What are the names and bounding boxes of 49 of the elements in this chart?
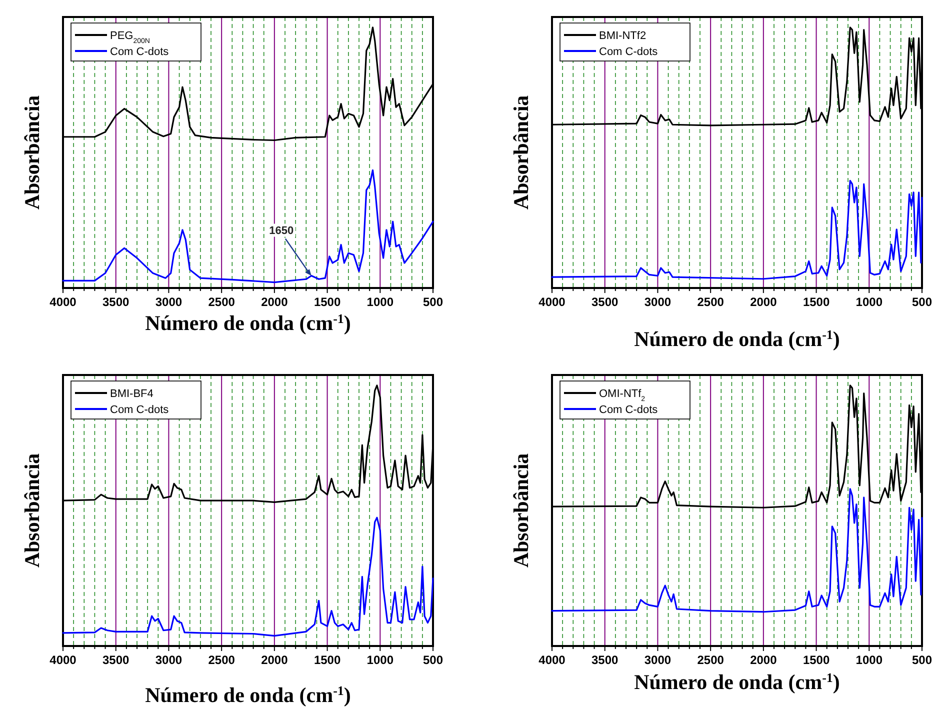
x-tick-label: 3500 <box>102 653 130 667</box>
x-tick-label: 4000 <box>50 653 77 667</box>
x-tick-label: 4000 <box>50 295 77 309</box>
x-tick-label: 3000 <box>644 295 672 309</box>
x-tick-label: 1500 <box>314 295 341 309</box>
x-axis-title: Número de onda (cm$^{-1}$) <box>145 682 351 707</box>
x-tick-label: 500 <box>422 295 444 309</box>
legend-label: Com C-dots <box>599 404 658 416</box>
y-axis-title: Absorbância <box>20 452 44 568</box>
x-tick-label: 3000 <box>155 653 182 667</box>
x-tick-label: 4000 <box>538 295 566 309</box>
x-tick-label: 1000 <box>366 295 394 309</box>
legend-label: PEG$_{200N}$ <box>110 30 150 44</box>
legend-label: BMI-BF4 <box>110 388 154 400</box>
y-axis-title: Absorbância <box>509 94 533 210</box>
x-tick-label: 2000 <box>750 653 778 667</box>
x-tick-label: 1000 <box>856 295 883 309</box>
x-tick-label: 3500 <box>592 653 619 667</box>
x-tick-label: 2500 <box>697 653 724 667</box>
x-tick-label: 3000 <box>155 295 182 309</box>
x-axis-title: Número de onda (cm$^{-1}$) <box>634 326 840 351</box>
y-axis-title: Absorbância <box>509 452 533 568</box>
x-tick-label: 3000 <box>644 653 672 667</box>
legend-label: Com C-dots <box>599 46 658 58</box>
y-axis-title: Absorbância <box>20 94 44 210</box>
legend-label: OMI-NTf$_{2}$ <box>599 388 646 402</box>
legend-label: Com C-dots <box>110 404 170 416</box>
x-tick-label: 3500 <box>592 295 619 309</box>
x-axis-title: Número de onda (cm$^{-1}$) <box>145 310 351 335</box>
x-tick-label: 1000 <box>366 653 394 667</box>
annotation: 1650 <box>269 224 294 237</box>
x-tick-label: 2500 <box>697 295 724 309</box>
x-axis-title: Número de onda (cm$^{-1}$) <box>634 670 840 694</box>
x-tick-label: 1500 <box>802 653 830 667</box>
legend-label: Com C-dots <box>110 46 170 58</box>
x-tick-label: 4000 <box>538 653 566 667</box>
legend-label: BMI-NTf2 <box>599 30 646 42</box>
x-tick-label: 500 <box>422 653 444 667</box>
x-tick-label: 2000 <box>261 295 288 309</box>
x-tick-label: 1500 <box>802 295 830 309</box>
x-tick-label: 500 <box>912 653 932 667</box>
x-tick-label: 2000 <box>261 653 288 667</box>
x-tick-label: 2500 <box>208 653 236 667</box>
x-tick-label: 2000 <box>750 295 778 309</box>
x-tick-label: 1000 <box>856 653 883 667</box>
x-tick-label: 3500 <box>102 295 130 309</box>
x-tick-label: 1500 <box>314 653 341 667</box>
x-tick-label: 500 <box>912 295 932 309</box>
x-tick-label: 2500 <box>208 295 236 309</box>
